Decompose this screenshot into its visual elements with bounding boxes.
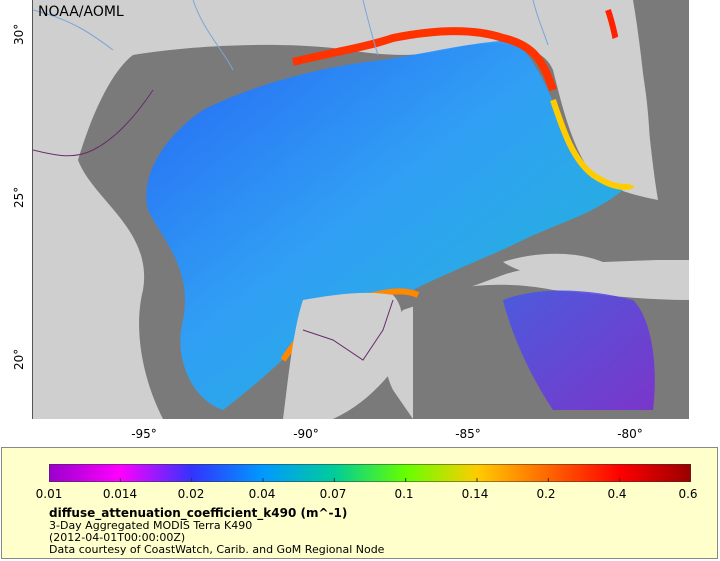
atlantic-nodata	[633, 0, 689, 260]
x-tick-m85: -85°	[455, 427, 481, 441]
map-panel[interactable]	[32, 0, 689, 419]
colorbar-label: 0.6	[678, 487, 698, 501]
y-tick-20: 20°	[12, 348, 26, 370]
border-us-mexico	[33, 89, 154, 157]
colorbar-label: 0.07	[319, 487, 347, 501]
dataset-title: 3-Day Aggregated MODIS Terra K490	[49, 519, 253, 532]
colorbar-label: 0.1	[394, 487, 414, 501]
dataset-time: (2012-04-01T00:00:00Z)	[49, 531, 186, 544]
carib-data	[503, 290, 655, 410]
colorbar	[49, 464, 691, 482]
variable-name: diffuse_attenuation_coefficient_k490 (m^…	[49, 506, 348, 520]
florida	[553, 30, 650, 187]
x-tick-m95: -95°	[131, 427, 157, 441]
colorbar-gradient	[49, 464, 691, 482]
y-tick-30: 30°	[12, 23, 26, 45]
border-central-america	[302, 299, 394, 361]
y-tick-25: 25°	[12, 186, 26, 208]
x-tick-m90: -90°	[293, 427, 319, 441]
legend-panel: 0.01 0.014 0.02 0.04 0.07 0.1 0.14 0.2 0…	[1, 447, 718, 559]
map-credit: NOAA/AOML	[38, 4, 124, 20]
colorbar-label: 0.14	[461, 487, 489, 501]
colorbar-label: 0.4	[607, 487, 627, 501]
colorbar-label: 0.04	[248, 487, 276, 501]
dataset-credit: Data courtesy of CoastWatch, Carib. and …	[49, 543, 385, 556]
river	[33, 0, 549, 71]
x-tick-m80: -80°	[617, 427, 643, 441]
colorbar-label: 0.01	[35, 487, 63, 501]
cuba	[503, 253, 643, 290]
colorbar-label: 0.014	[102, 487, 138, 501]
coastal-high-florida	[550, 99, 635, 190]
coastal-high-north	[292, 27, 557, 92]
yucatan	[283, 292, 403, 419]
colorbar-label: 0.2	[536, 487, 556, 501]
colorbar-label: 0.02	[177, 487, 205, 501]
map-canvas[interactable]	[33, 0, 689, 419]
gulf-data	[146, 40, 623, 410]
